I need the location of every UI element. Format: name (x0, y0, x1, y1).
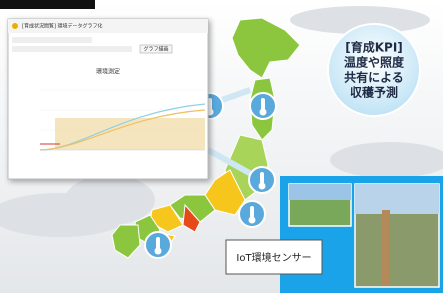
button-label: グラフ描画 (143, 46, 168, 53)
app-window: [育成状況閲覧] 環境データグラフ化 グラフ描画 環境測定 (8, 19, 208, 179)
callout: [育成KPI]温度や照度共有による収穫予測 (328, 24, 420, 116)
window-title: [育成状況閲覧] 環境データグラフ化 (22, 23, 103, 30)
callout-line: 共有による (344, 69, 404, 84)
sensor-label: IoT環境センサー (236, 251, 311, 264)
callout-line: 温度や照度 (344, 54, 405, 69)
callout-line: [育成KPI] (345, 39, 403, 54)
scene: [育成状況閲覧] 環境データグラフ化 グラフ描画 環境測定 [育成KPI]温度や… (0, 0, 443, 293)
chart-title: 環境測定 (96, 68, 120, 76)
top-bar (0, 0, 95, 9)
callout-line: 収穫予測 (350, 84, 398, 99)
bars-area (55, 118, 205, 150)
